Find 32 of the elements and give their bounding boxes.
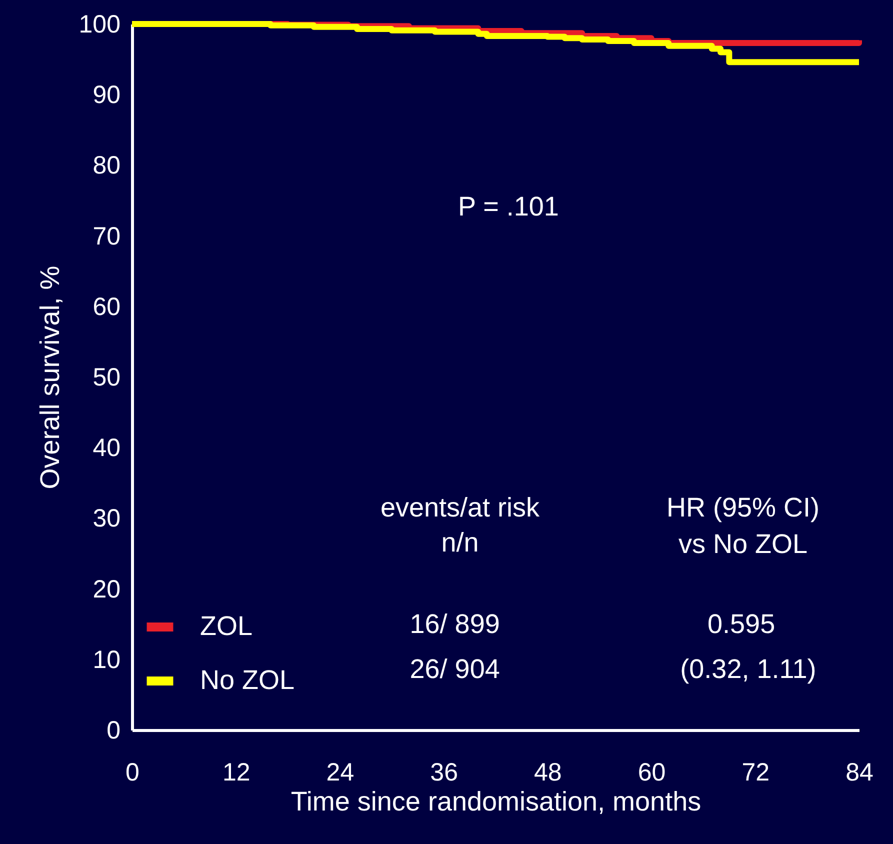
x-tick-label: 24 — [326, 758, 354, 786]
x-tick-label: 0 — [126, 758, 140, 786]
annotation: vs No ZOL — [678, 529, 808, 560]
y-tick-label: 70 — [92, 222, 120, 250]
y-tick-label: 100 — [78, 10, 120, 38]
x-axis-title: Time since randomisation, months — [290, 786, 702, 816]
y-tick-label: 20 — [92, 575, 120, 604]
x-tick-label: 36 — [430, 758, 458, 786]
y-tick-label: 80 — [92, 152, 120, 180]
y-tick-label: 0 — [106, 716, 120, 744]
legend-label: No ZOL — [200, 665, 295, 695]
annotation: 26/ 904 — [410, 654, 500, 684]
annotation: P = .101 — [458, 192, 559, 222]
y-axis-title: Overall survival, % — [34, 266, 65, 490]
y-tick-label: 50 — [92, 364, 120, 392]
annotation: 0.595 — [708, 608, 776, 639]
annotation: n/n — [441, 528, 479, 558]
annotation: events/at risk — [380, 492, 540, 522]
y-tick-label: 10 — [92, 646, 120, 674]
y-tick-label: 40 — [92, 434, 120, 462]
annotation: 16/ 899 — [410, 608, 500, 639]
y-tick-label: 60 — [92, 292, 120, 321]
annotation: HR (95% CI) — [666, 492, 820, 522]
y-tick-label: 30 — [92, 504, 120, 533]
x-tick-label: 12 — [222, 758, 250, 786]
x-tick-label: 60 — [638, 758, 666, 786]
legend-label: ZOL — [200, 611, 253, 641]
x-tick-label: 48 — [534, 758, 562, 786]
y-tick-label: 90 — [92, 81, 120, 110]
annotation: (0.32, 1.11) — [680, 654, 816, 684]
x-tick-label: 84 — [846, 758, 874, 786]
x-tick-label: 72 — [742, 758, 770, 786]
